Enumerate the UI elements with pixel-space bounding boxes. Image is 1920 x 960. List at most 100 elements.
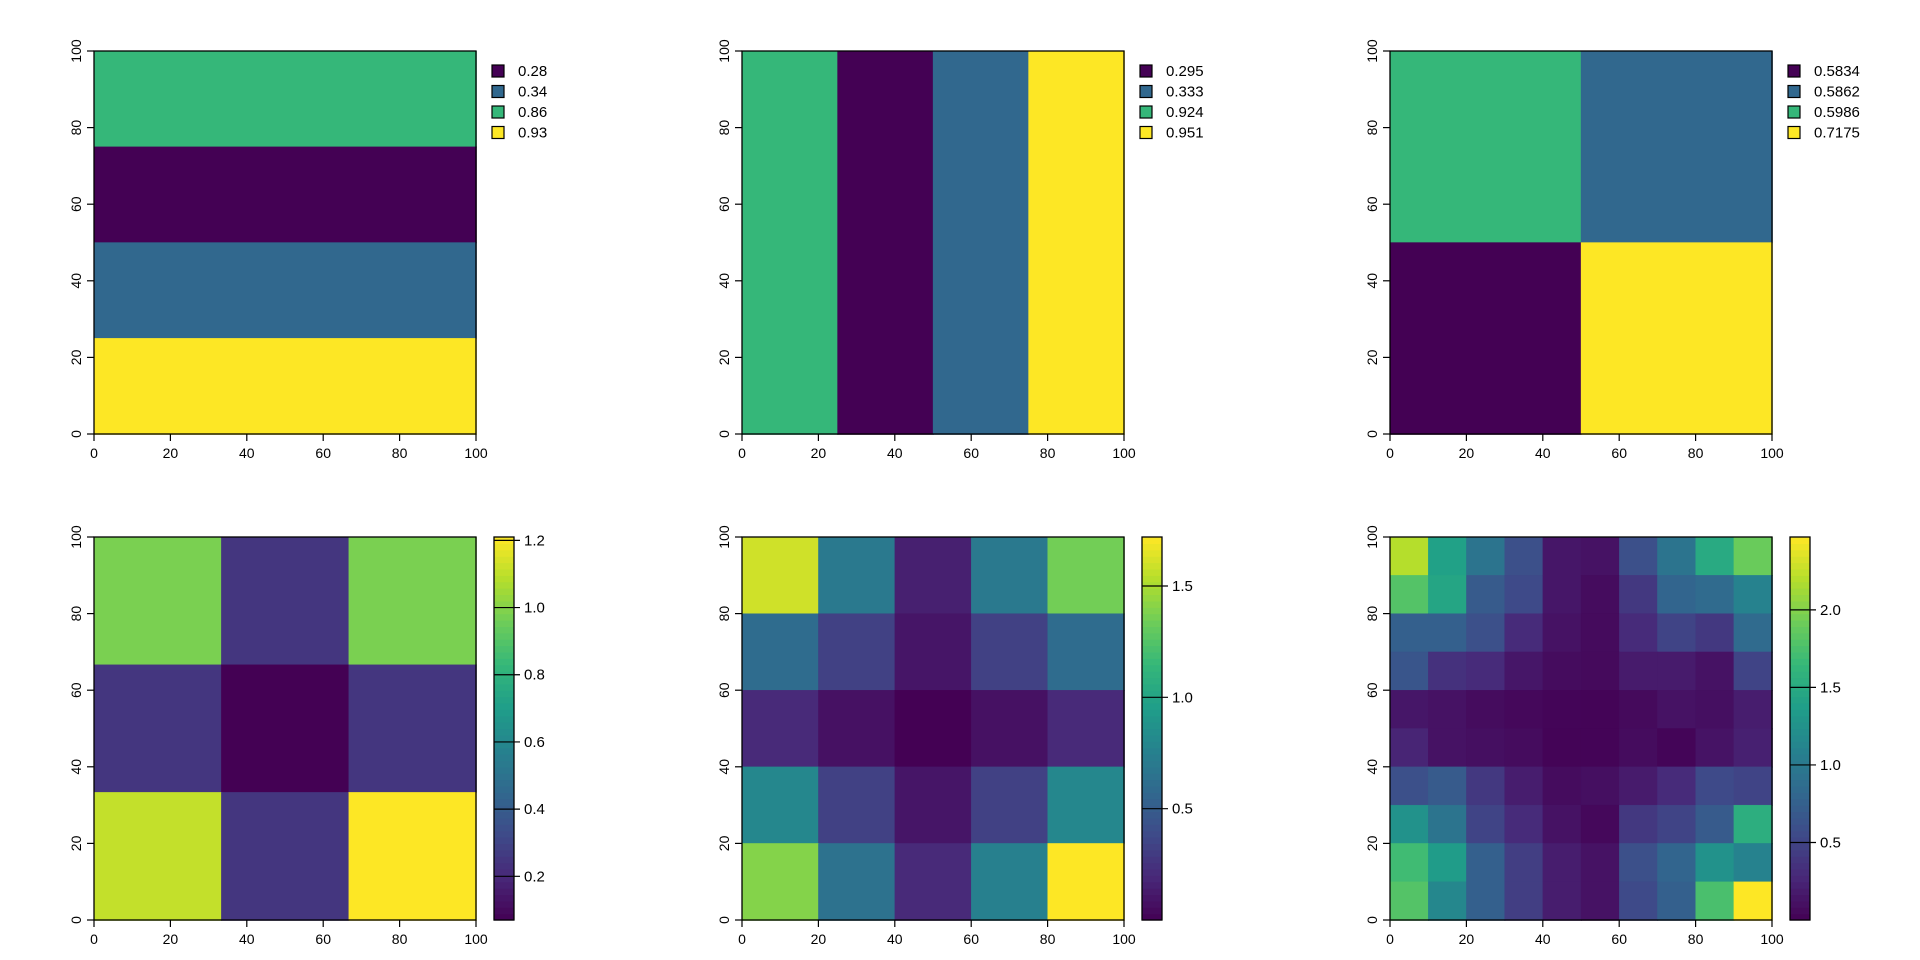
heatmap-cell xyxy=(1657,766,1697,806)
colorbar-segment xyxy=(1790,766,1810,774)
colorbar-segment xyxy=(494,626,514,634)
colorbar-segment xyxy=(1790,811,1810,819)
heatmap-cell xyxy=(1466,536,1506,577)
colorbar-segment xyxy=(1790,830,1810,838)
heatmap-cell xyxy=(1580,651,1620,691)
heatmap-cell xyxy=(93,146,477,244)
colorbar-segment xyxy=(1790,696,1810,704)
heatmap-cell xyxy=(741,690,820,768)
heatmap-cell xyxy=(1389,766,1429,806)
legend-swatch xyxy=(1139,105,1153,119)
colorbar-segment xyxy=(1790,741,1810,749)
colorbar-segment xyxy=(1142,568,1162,576)
colorbar-segment xyxy=(494,760,514,768)
heatmap-cell xyxy=(932,50,1030,435)
heatmap-panel-top-middle: 0 20 40 60 80 100 0 20 40 60 80 100 0.295 0.333 0.924 0… xyxy=(716,39,1204,461)
colorbar-segment xyxy=(1142,594,1162,602)
colorbar-segment xyxy=(1142,862,1162,870)
colorbar-segment xyxy=(1142,537,1162,544)
colorbar-segment xyxy=(1790,715,1810,723)
heatmap-cell xyxy=(1733,613,1773,653)
colorbar-segment xyxy=(494,549,514,557)
colorbar-segment xyxy=(494,907,514,915)
y-tick-label: 20 xyxy=(716,835,732,851)
colorbar-segment xyxy=(1142,588,1162,596)
colorbar-segment xyxy=(494,894,514,902)
colorbar-segment xyxy=(1142,824,1162,832)
legend-label: 0.951 xyxy=(1166,125,1204,142)
legend-label: 0.86 xyxy=(518,104,547,121)
y-tick-label: 100 xyxy=(716,525,732,549)
heatmap-cell xyxy=(1619,843,1659,883)
plot-frame xyxy=(93,50,477,435)
colorbar-tick-label: 1.0 xyxy=(1820,757,1841,774)
heatmap-cell xyxy=(1542,536,1582,577)
heatmap-cell xyxy=(818,613,896,691)
colorbar-segment xyxy=(1790,664,1810,672)
colorbar-segment xyxy=(1142,651,1162,659)
y-tick-label: 80 xyxy=(68,606,84,622)
heatmap-cell xyxy=(1619,575,1659,615)
colorbar-segment xyxy=(1142,702,1162,710)
colorbar-segment xyxy=(494,690,514,698)
y-tick-label: 60 xyxy=(68,682,84,698)
colorbar-segment xyxy=(494,594,514,602)
heatmap-cell xyxy=(894,766,972,845)
heatmap-panel-bottom-left: 0 20 40 60 80 100 0 20 40 60 80 100 0.2 0.4 0.6 0.8 1.0 1… xyxy=(68,525,545,947)
colorbar-segment xyxy=(1790,868,1810,876)
heatmap-cell xyxy=(1466,690,1506,730)
colorbar-segment xyxy=(1790,837,1810,844)
colorbar-segment xyxy=(1142,754,1162,762)
colorbar-segment xyxy=(494,792,514,800)
heatmap-cell xyxy=(1504,575,1544,615)
y-tick-label: 60 xyxy=(716,196,732,212)
colorbar-segment xyxy=(494,881,514,889)
heatmap-cell xyxy=(741,766,820,845)
colorbar-segment xyxy=(1790,543,1810,551)
y-tick-label: 0 xyxy=(68,916,84,924)
colorbar-segment xyxy=(494,543,514,551)
heatmap-cell xyxy=(1428,613,1468,653)
colorbar-segment xyxy=(1790,562,1810,570)
x-tick-label: 0 xyxy=(1386,931,1394,947)
colorbar-segment xyxy=(1142,639,1162,647)
colorbar-segment xyxy=(1790,894,1810,902)
x-tick-label: 80 xyxy=(1040,931,1056,947)
colorbar-segment xyxy=(1790,549,1810,557)
colorbar-segment xyxy=(1142,677,1162,685)
colorbar-segment xyxy=(494,741,514,749)
heatmap-panel-top-left: 0 20 40 60 80 100 0 20 40 60 80 100 0.28 0.34 0.86 0.93 xyxy=(68,39,547,461)
colorbar-segment xyxy=(1790,856,1810,864)
colorbar-segment xyxy=(1790,639,1810,647)
heatmap-cell xyxy=(1695,690,1735,730)
heatmap-cell xyxy=(1389,881,1429,921)
x-tick-label: 0 xyxy=(738,931,746,947)
colorbar-segment xyxy=(494,613,514,621)
x-tick-label: 100 xyxy=(1112,931,1136,947)
heatmap-cell xyxy=(1466,651,1506,691)
legend-swatch xyxy=(491,64,505,78)
colorbar-segment xyxy=(494,830,514,838)
heatmap-cell xyxy=(93,338,477,435)
heatmap-cell xyxy=(221,664,350,794)
heatmap-cell xyxy=(1733,843,1773,883)
colorbar-segment xyxy=(1790,575,1810,583)
colorbar-segment xyxy=(1790,619,1810,627)
colorbar-segment xyxy=(1790,913,1810,921)
heatmap-cell xyxy=(818,690,896,768)
legend-swatch xyxy=(491,84,505,99)
colorbar-segment xyxy=(1142,543,1162,551)
x-tick-label: 0 xyxy=(738,445,746,461)
heatmap-cell xyxy=(1657,804,1697,845)
colorbar-segment xyxy=(1142,868,1162,876)
colorbar-segment xyxy=(1142,900,1162,908)
colorbar-segment xyxy=(1790,747,1810,755)
colorbar-tick-label: 1.2 xyxy=(524,532,545,549)
legend-swatch xyxy=(1787,105,1801,119)
colorbar-segment xyxy=(1142,766,1162,774)
heatmap-cell xyxy=(1733,575,1773,615)
y-tick-label: 20 xyxy=(68,835,84,851)
heatmap-cell xyxy=(1695,575,1735,615)
heatmap-cell xyxy=(1504,843,1544,883)
colorbar-segment xyxy=(1142,817,1162,825)
